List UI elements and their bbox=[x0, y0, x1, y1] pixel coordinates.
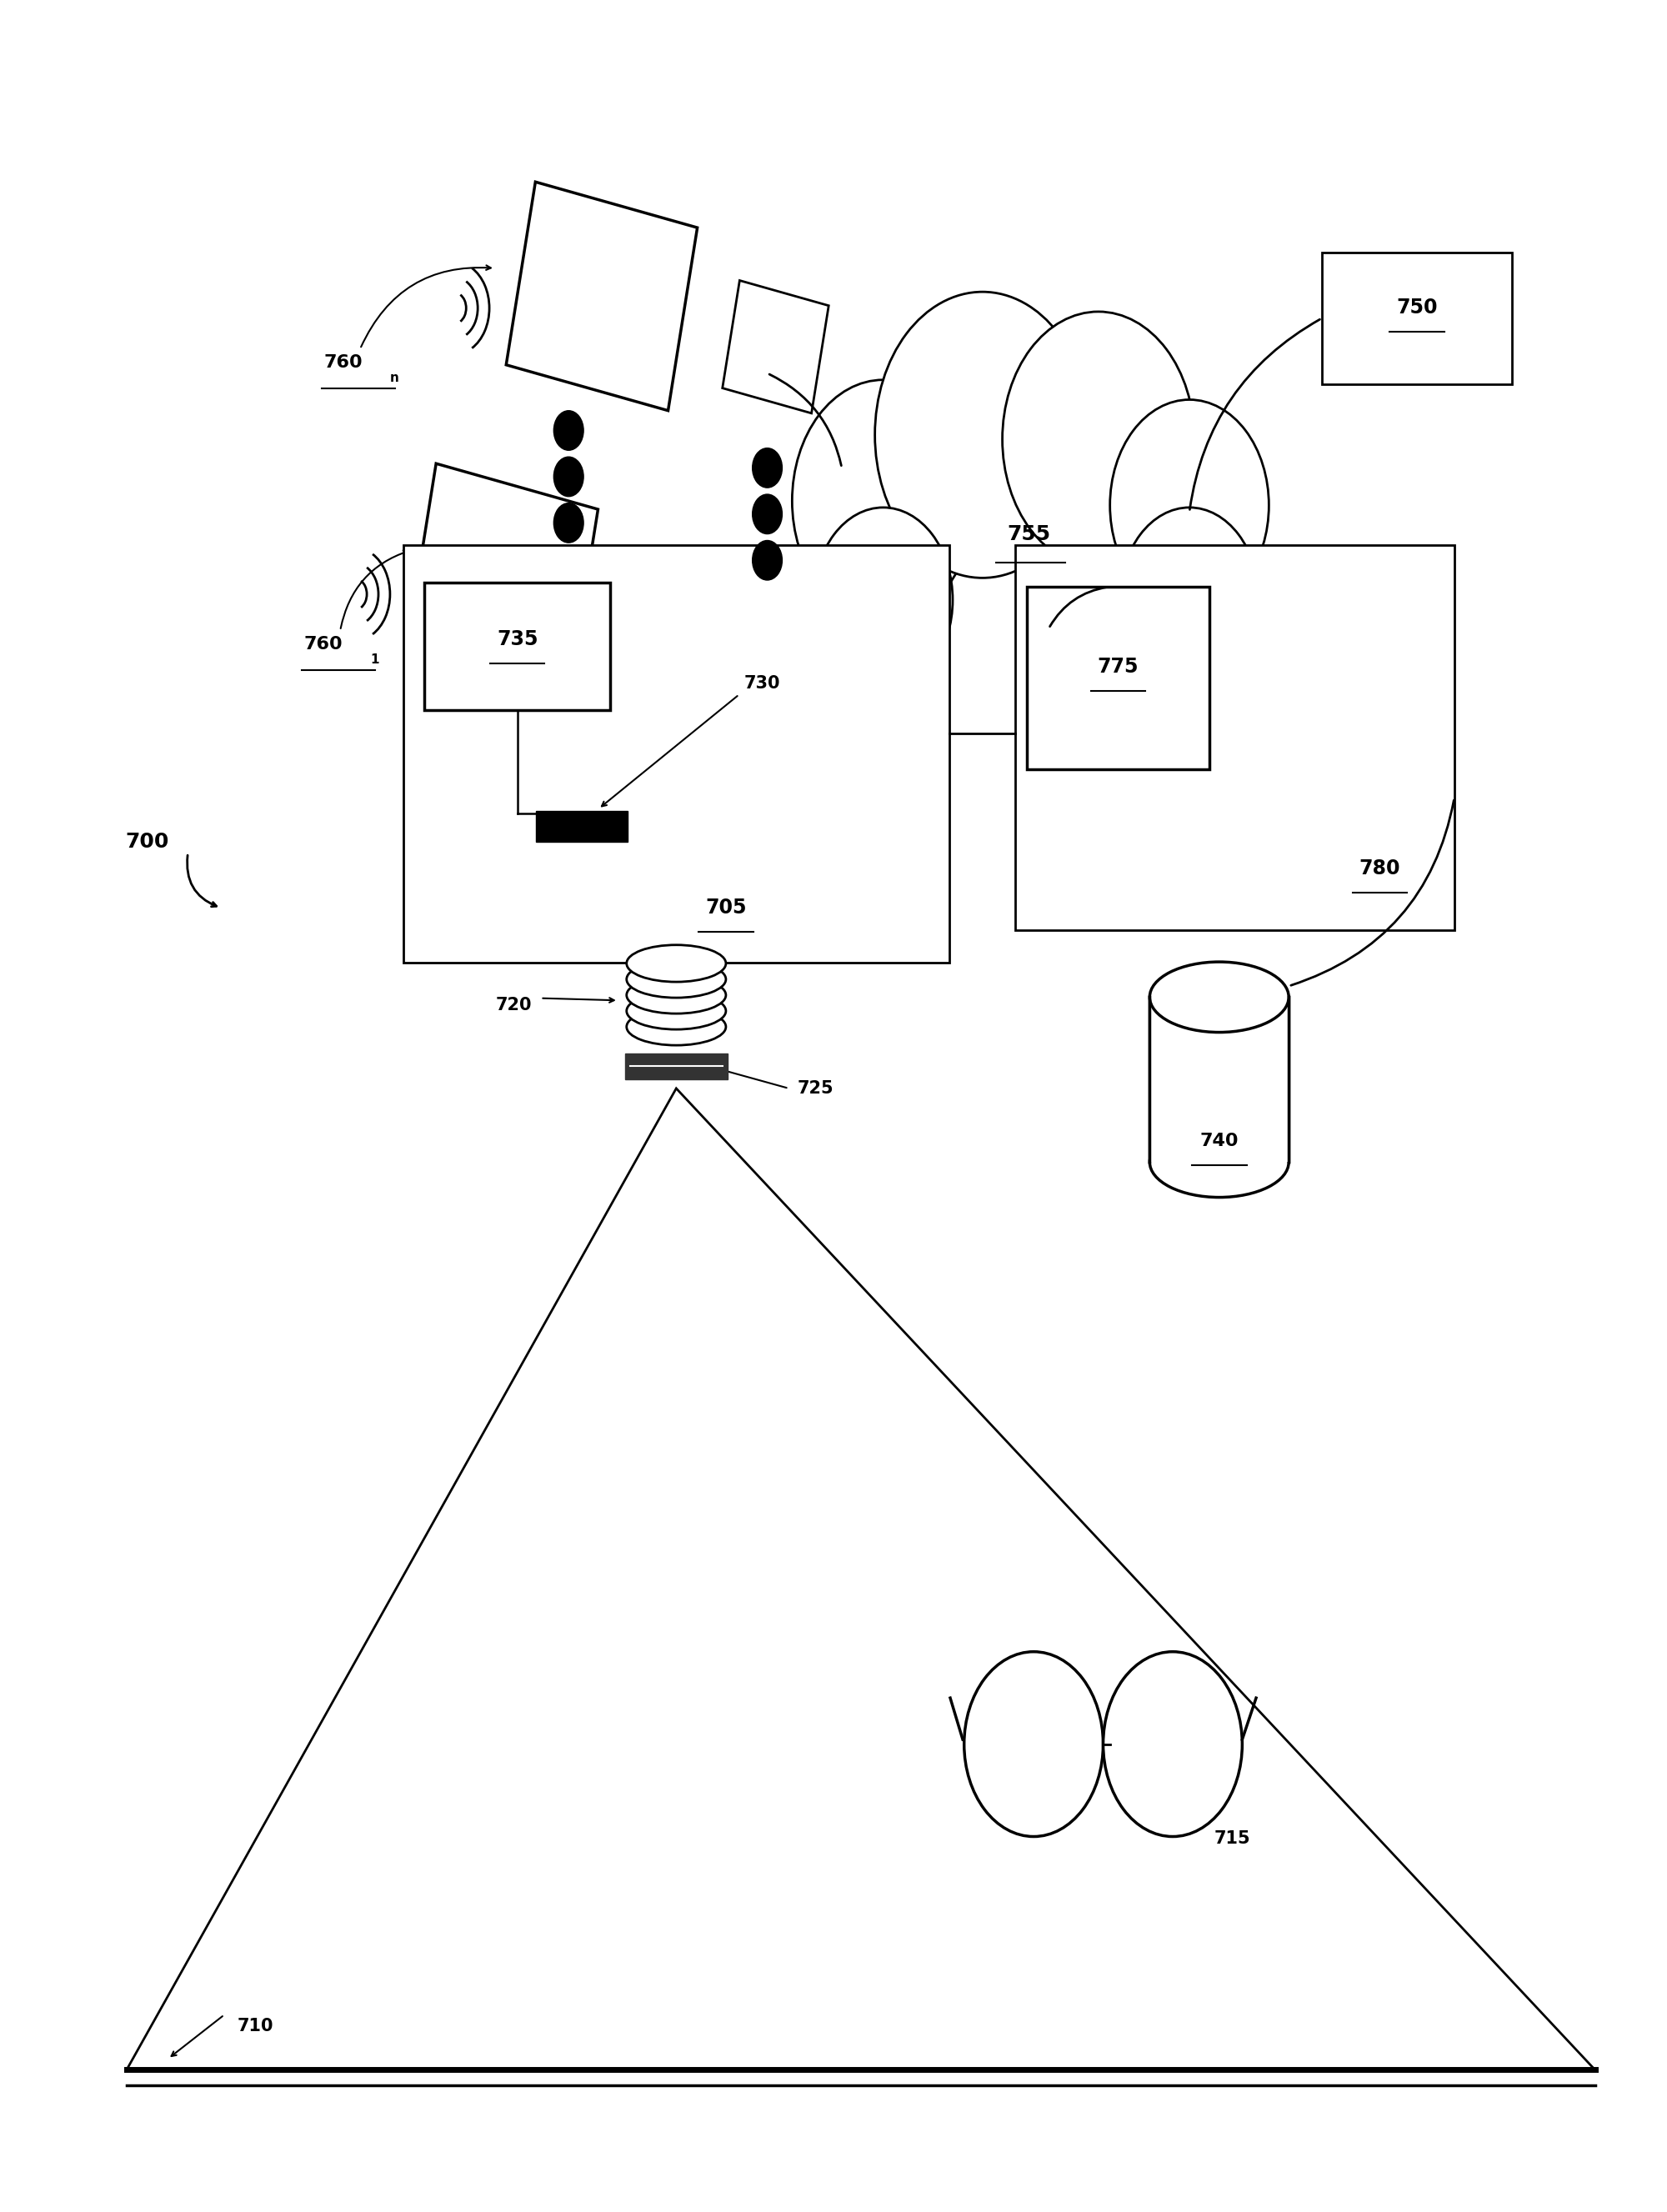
Text: 735: 735 bbox=[497, 630, 538, 650]
Circle shape bbox=[792, 380, 974, 622]
Text: 705: 705 bbox=[705, 898, 747, 918]
Ellipse shape bbox=[627, 993, 725, 1029]
Bar bbox=[1015, 544, 1454, 929]
Text: 725: 725 bbox=[797, 1079, 834, 1097]
Bar bbox=[1027, 586, 1209, 770]
Bar bbox=[403, 544, 950, 962]
Text: 740: 740 bbox=[1200, 1133, 1239, 1150]
Circle shape bbox=[813, 507, 954, 692]
Text: 760: 760 bbox=[303, 635, 343, 653]
Bar bbox=[1150, 998, 1289, 1161]
Text: 775: 775 bbox=[1097, 657, 1139, 677]
Text: 730: 730 bbox=[743, 675, 780, 692]
Circle shape bbox=[752, 449, 782, 487]
Text: 755: 755 bbox=[1007, 524, 1050, 544]
Ellipse shape bbox=[627, 978, 725, 1013]
Polygon shape bbox=[627, 560, 733, 692]
Text: 720: 720 bbox=[497, 995, 532, 1013]
Text: 780: 780 bbox=[1359, 858, 1400, 878]
Polygon shape bbox=[407, 465, 598, 692]
Circle shape bbox=[553, 458, 583, 495]
Circle shape bbox=[752, 540, 782, 580]
Circle shape bbox=[553, 411, 583, 451]
Ellipse shape bbox=[627, 945, 725, 982]
Circle shape bbox=[1110, 400, 1269, 611]
Ellipse shape bbox=[1150, 1126, 1289, 1197]
Polygon shape bbox=[507, 181, 697, 411]
Bar bbox=[537, 812, 627, 843]
Text: n: n bbox=[390, 372, 398, 385]
Text: 710: 710 bbox=[238, 2017, 273, 2035]
Circle shape bbox=[875, 292, 1090, 577]
Ellipse shape bbox=[1150, 962, 1289, 1033]
Ellipse shape bbox=[627, 960, 725, 998]
Bar bbox=[625, 1053, 727, 1079]
Text: 715: 715 bbox=[1214, 1829, 1250, 1847]
Circle shape bbox=[752, 493, 782, 533]
Circle shape bbox=[553, 502, 583, 542]
Polygon shape bbox=[127, 1088, 1595, 2070]
Bar bbox=[425, 582, 610, 710]
Text: 750: 750 bbox=[1397, 296, 1437, 316]
Circle shape bbox=[964, 1652, 1104, 1836]
Text: 760: 760 bbox=[323, 354, 362, 372]
Text: 700: 700 bbox=[125, 832, 168, 852]
Bar bbox=[1322, 252, 1512, 385]
Text: 1: 1 bbox=[370, 653, 378, 666]
Circle shape bbox=[1002, 312, 1194, 566]
Polygon shape bbox=[722, 281, 828, 414]
Circle shape bbox=[1120, 507, 1259, 692]
Circle shape bbox=[1104, 1652, 1242, 1836]
Ellipse shape bbox=[627, 1009, 725, 1046]
